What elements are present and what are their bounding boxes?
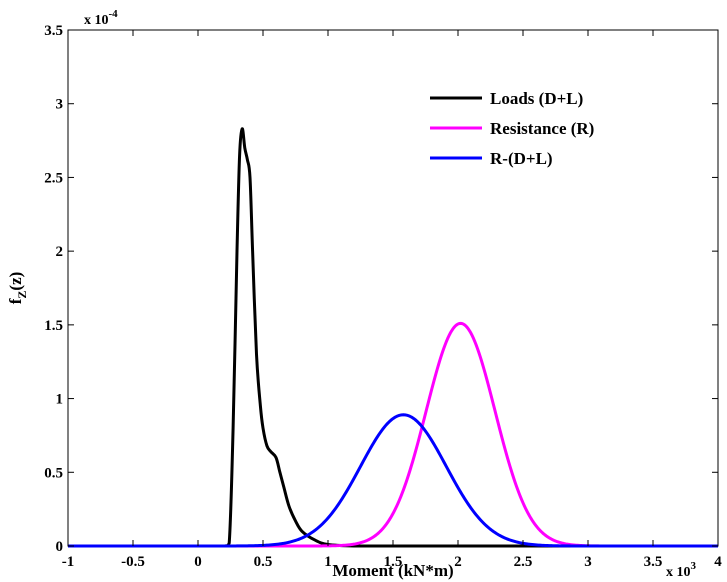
x-tick-label: 2.5 <box>514 554 533 570</box>
x-axis-multiplier: x 103 <box>666 560 697 580</box>
y-tick-label: 1 <box>56 392 64 408</box>
x-tick-label: 0.5 <box>254 554 273 570</box>
legend-entry: R-(D+L) <box>490 149 553 168</box>
y-tick-label: 0 <box>56 539 64 555</box>
y-tick-label: 1.5 <box>44 318 63 334</box>
y-axis-label: fZ(z) <box>6 272 29 305</box>
x-tick-label: -0.5 <box>121 554 145 570</box>
plot-area <box>67 29 719 547</box>
series-curves <box>67 127 719 548</box>
x-axis-label: Moment (kN*m) <box>332 561 453 580</box>
x-tick-label: 1 <box>324 554 332 570</box>
y-tick-label: 2 <box>56 244 64 260</box>
y-tick-label: 0.5 <box>44 465 63 481</box>
x-tick-label: -1 <box>62 554 75 570</box>
y-multiplier-exponent: -4 <box>109 8 119 20</box>
legend-entry: Resistance (R) <box>490 119 594 138</box>
legend-entry: Loads (D+L) <box>490 89 583 108</box>
axis-ticks: -1 -0.5 0 0.5 1 1.5 2 2.5 3 3.5 4 0 0.5 1 1.5 2 2.5 3 3.5 <box>44 23 722 570</box>
y-axis-multiplier: x 10-4 <box>84 8 118 28</box>
series-line-2 <box>67 413 719 548</box>
series-line-1 <box>67 321 719 548</box>
x-tick-label: 2 <box>454 554 462 570</box>
legend: Loads (D+L) Resistance (R) R-(D+L) <box>430 89 594 168</box>
y-tick-label: 3.5 <box>44 23 63 39</box>
x-tick-label: 1.5 <box>384 554 403 570</box>
y-tick-label: 3 <box>56 97 64 113</box>
y-axis-label-main: f <box>6 298 25 304</box>
x-tick-label: 3 <box>584 554 592 570</box>
y-multiplier-base: x 10 <box>84 13 109 28</box>
x-multiplier-base: x 10 <box>666 565 691 580</box>
x-tick-label: 4 <box>714 554 722 570</box>
x-tick-label: 3.5 <box>644 554 663 570</box>
series-line-0 <box>68 127 718 548</box>
y-tick-label: 2.5 <box>44 170 63 186</box>
y-axis-label-tail: (z) <box>6 272 25 291</box>
x-multiplier-exponent: 3 <box>691 560 697 572</box>
x-tick-label: 0 <box>194 554 202 570</box>
y-axis-label-subscript: Z <box>15 291 29 299</box>
